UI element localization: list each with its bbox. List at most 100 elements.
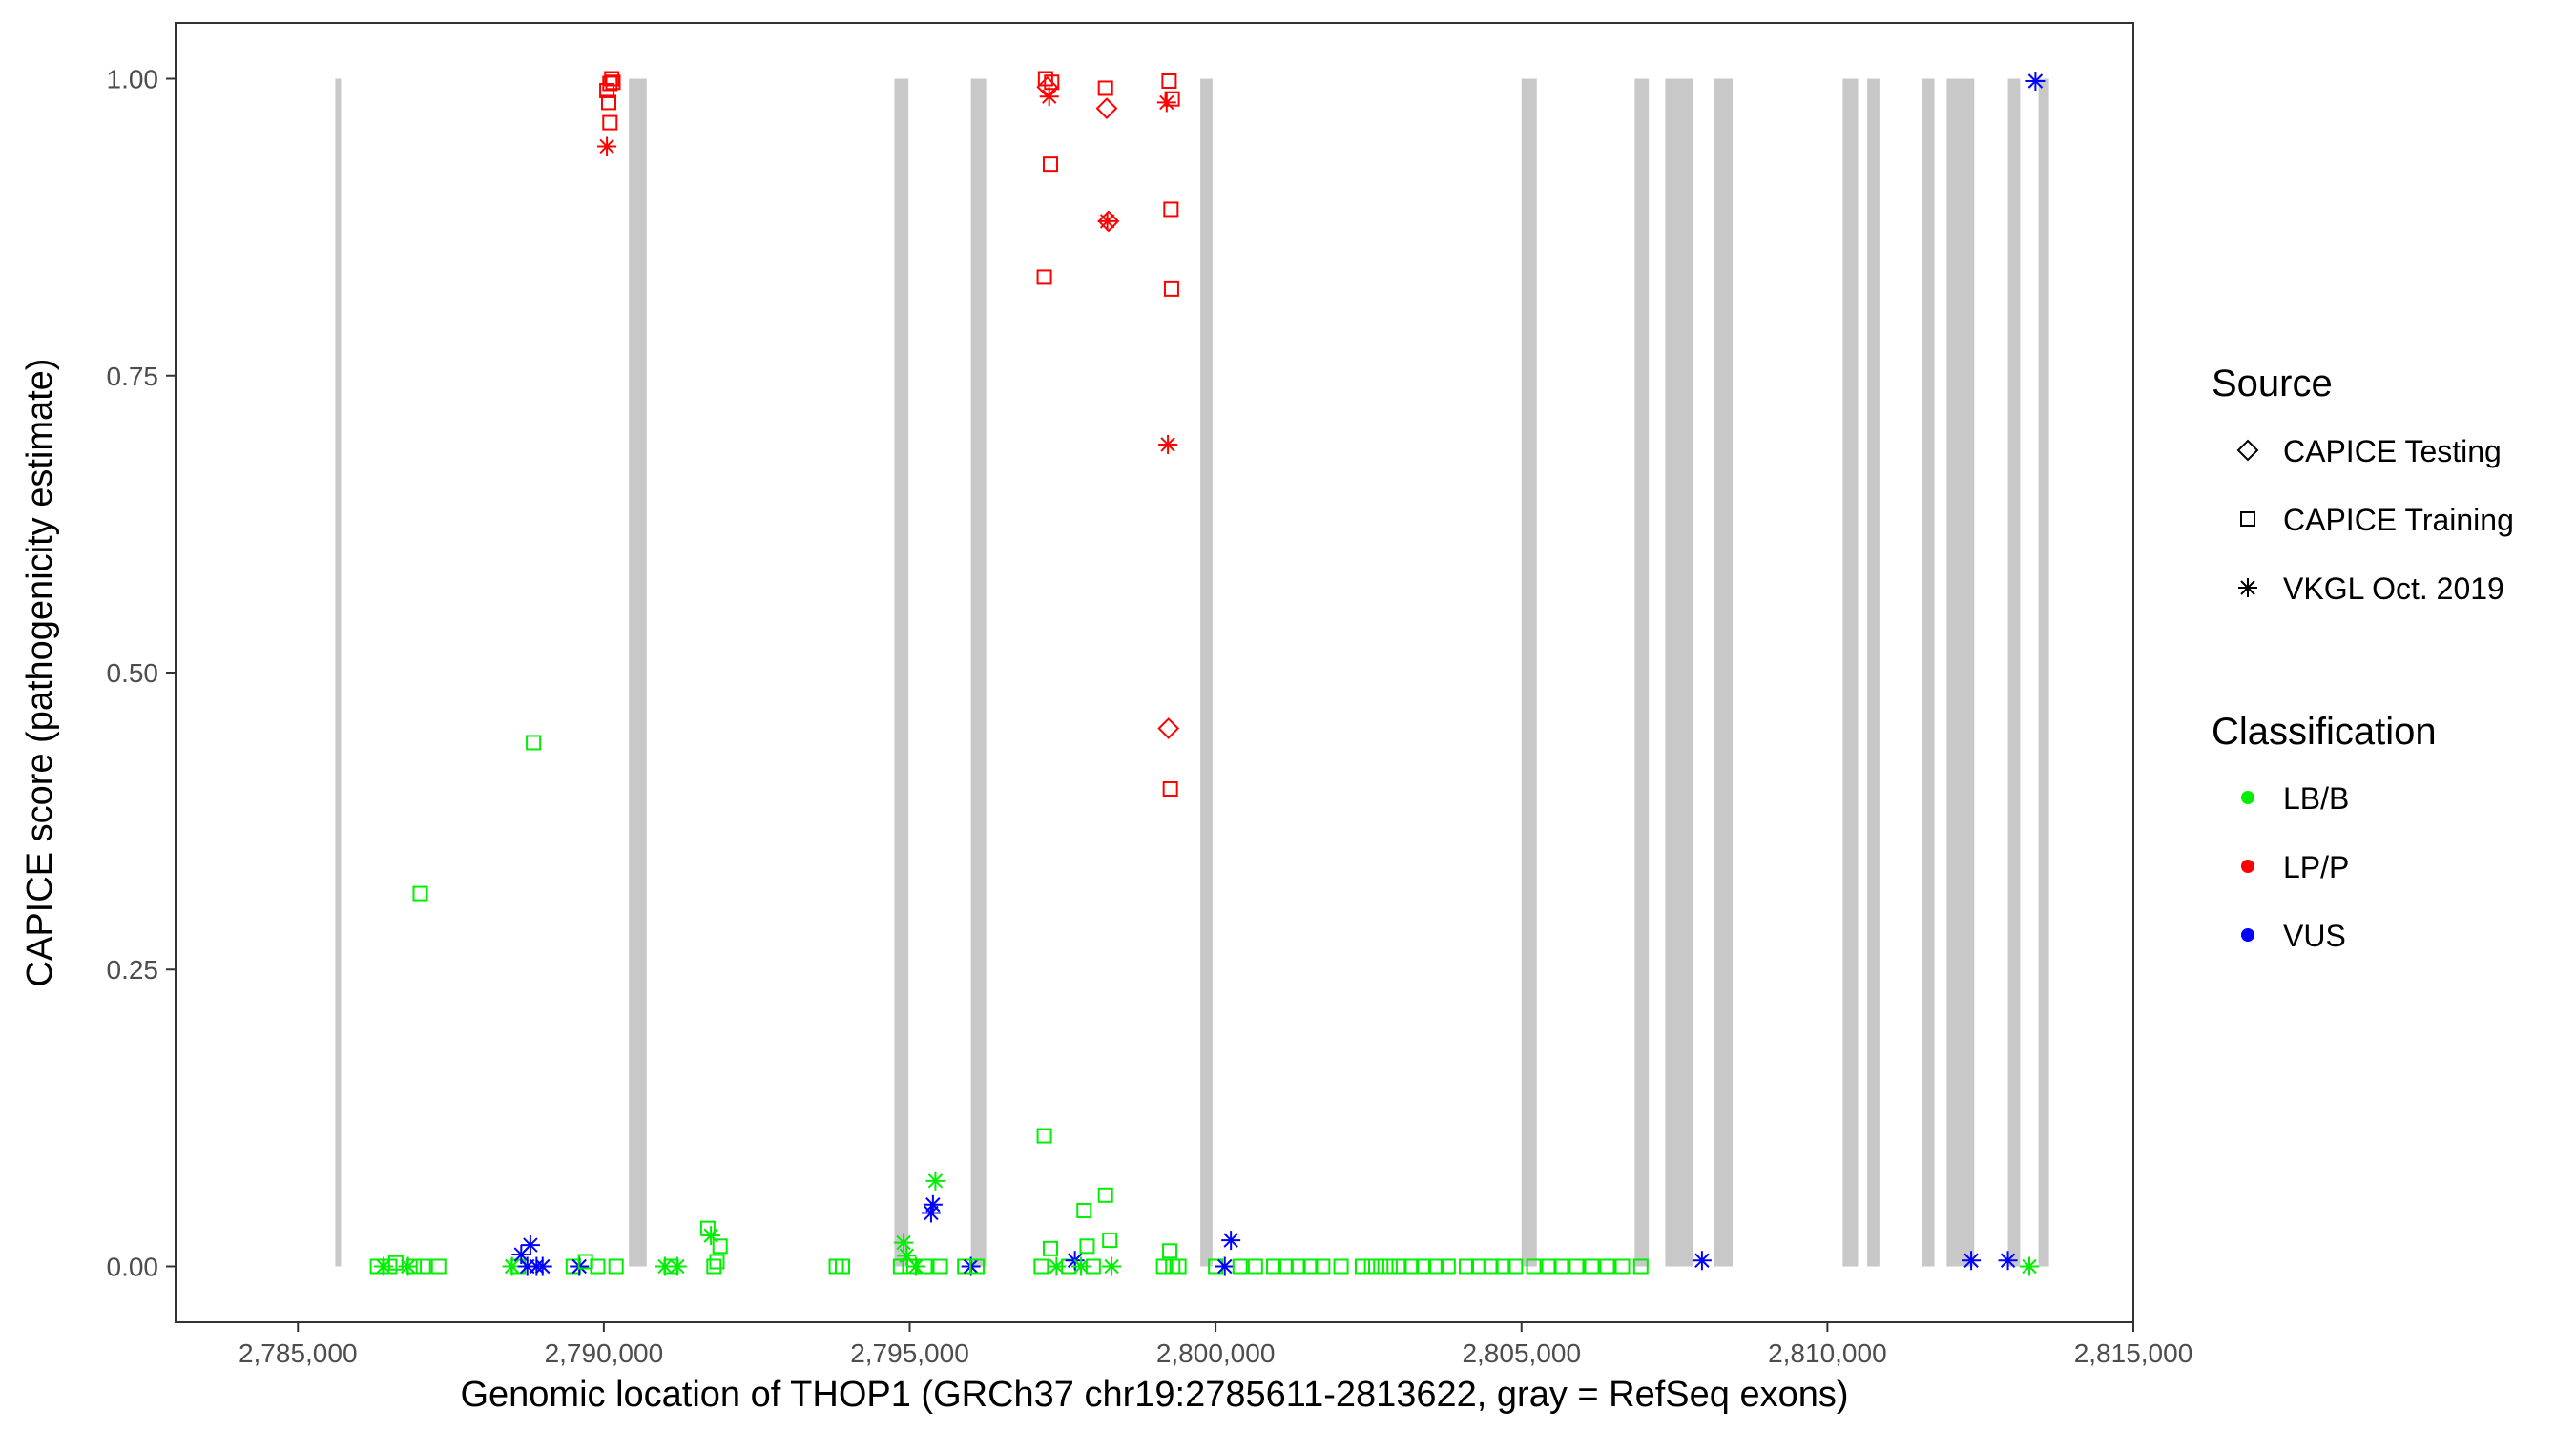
legend-item-vus: VUS [2241, 919, 2346, 953]
exon-band [1922, 78, 1935, 1267]
legend-item-vkgl: VKGL Oct. 2019 [2238, 571, 2504, 606]
data-point [1076, 1202, 1092, 1218]
data-point [932, 1258, 948, 1275]
legend-shape-square-icon [2240, 511, 2255, 527]
data-point [1278, 1258, 1294, 1275]
data-point [1568, 1258, 1585, 1275]
legend-item-capice-testing: CAPICE Testing [2236, 434, 2502, 468]
exon-band [335, 78, 342, 1267]
data-point [1507, 1258, 1524, 1275]
data-point [1391, 1258, 1407, 1275]
y-tick-label: 1.00 [107, 65, 159, 94]
y-tick-label: 0.25 [107, 955, 159, 985]
data-point [1553, 1258, 1569, 1275]
data-point [604, 71, 620, 87]
exon-band [1200, 78, 1213, 1267]
data-point [1102, 1233, 1118, 1249]
data-point [1427, 1258, 1444, 1275]
data-point [520, 1235, 540, 1255]
data-point [923, 1194, 943, 1214]
data-point [1355, 1258, 1371, 1275]
data-point [1221, 1231, 1241, 1251]
data-point [1155, 1258, 1172, 1275]
data-point [1266, 1258, 1282, 1275]
exon-band [2007, 78, 2021, 1267]
data-point [969, 1258, 986, 1275]
data-point [1039, 87, 1059, 107]
data-point [1302, 1258, 1319, 1275]
data-point [1232, 1258, 1248, 1275]
data-point [1097, 211, 1117, 231]
legend-classification-title: Classification [2212, 711, 2437, 753]
data-point [1290, 1258, 1306, 1275]
y-axis-title: CAPICE score (pathogenicity estimate) [20, 359, 60, 987]
data-point [894, 1233, 914, 1253]
data-point [532, 1256, 552, 1276]
data-point [1097, 210, 1120, 233]
data-point [712, 1238, 728, 1255]
data-point [1044, 74, 1060, 91]
data-point [605, 74, 621, 91]
exon-band [629, 78, 647, 1267]
data-point [1042, 156, 1058, 173]
data-point [577, 1254, 593, 1270]
data-point [1162, 781, 1178, 798]
data-point [1036, 269, 1052, 285]
data-point [1036, 1128, 1052, 1144]
data-point [1363, 1258, 1380, 1275]
data-point [597, 136, 617, 156]
x-tick-label: 2,810,000 [1768, 1338, 1887, 1368]
exon-band [1521, 78, 1537, 1267]
legend-label-vus: VUS [2283, 919, 2346, 953]
x-tick-label: 2,785,000 [239, 1338, 358, 1368]
legend-item-lbb: LB/B [2241, 781, 2349, 816]
data-point [834, 1258, 850, 1275]
data-point [1097, 1187, 1113, 1203]
exon-band [1634, 78, 1650, 1267]
x-tick-label: 2,795,000 [850, 1338, 969, 1368]
data-point [1470, 1258, 1486, 1275]
legend-dot-vus [2241, 928, 2254, 942]
data-point [709, 1254, 725, 1270]
data-point [1541, 1258, 1557, 1275]
data-point [1161, 73, 1177, 90]
data-point [608, 1258, 624, 1275]
data-point [1373, 1258, 1389, 1275]
legend-item-capice-training: CAPICE Training [2240, 503, 2514, 537]
x-tick-label: 2,790,000 [545, 1338, 664, 1368]
data-point [2025, 72, 2046, 92]
data-point [1158, 434, 1178, 454]
legend-label-capice-testing: CAPICE Testing [2283, 434, 2502, 468]
data-point [1495, 1258, 1511, 1275]
exon-band [1842, 78, 1859, 1267]
legend-label-lpp: LP/P [2283, 850, 2349, 884]
exon-bands [335, 78, 2049, 1267]
data-point [1440, 1258, 1456, 1275]
exon-band [1867, 78, 1880, 1267]
data-point [602, 75, 618, 92]
data-point [1403, 1258, 1420, 1275]
data-point [1381, 1258, 1398, 1275]
y-tick-label: 0.50 [107, 658, 159, 688]
data-point [1483, 1258, 1499, 1275]
data-point [1157, 717, 1180, 739]
legend: Source CAPICE Testing CAPICE Training VK… [2212, 363, 2514, 953]
data-point [1599, 1258, 1615, 1275]
legend-shape-asterisk-icon [2238, 578, 2257, 597]
exon-band [1665, 78, 1693, 1267]
data-point [1171, 1258, 1187, 1275]
data-point [1692, 1251, 1712, 1271]
data-point [1033, 1258, 1049, 1275]
legend-shape-diamond-icon [2236, 439, 2259, 462]
data-point [897, 1246, 917, 1266]
data-point [412, 885, 428, 902]
data-point [415, 1258, 431, 1275]
data-point [387, 1255, 404, 1271]
data-point [1097, 80, 1113, 96]
data-point [1042, 1240, 1058, 1256]
exon-band [1946, 78, 1975, 1267]
x-tick-label: 2,800,000 [1156, 1338, 1276, 1368]
data-point [1095, 97, 1118, 120]
exon-band [2038, 78, 2049, 1267]
